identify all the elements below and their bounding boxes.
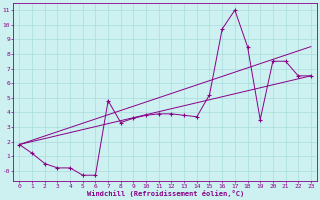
X-axis label: Windchill (Refroidissement éolien,°C): Windchill (Refroidissement éolien,°C) xyxy=(86,190,244,197)
